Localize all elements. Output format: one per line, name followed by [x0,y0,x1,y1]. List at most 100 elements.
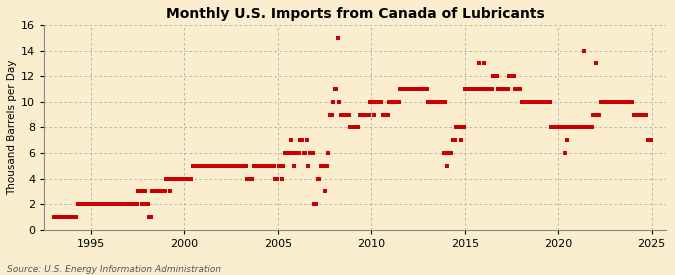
Point [421,87,432,91]
Point [111,202,122,206]
Point [466,87,477,91]
Point [524,100,535,104]
Point [588,112,599,117]
Point [215,164,226,168]
Point [529,100,539,104]
Point [583,125,594,130]
Point [315,164,326,168]
Point [99,202,109,206]
Point [518,100,529,104]
Point [433,100,444,104]
Point [642,138,653,142]
Point [72,202,83,206]
Point [126,202,136,206]
Point [491,74,502,78]
Point [535,100,545,104]
Point [259,164,270,168]
Point [564,125,575,130]
Point [616,100,626,104]
Point [303,164,314,168]
Point [555,125,566,130]
Point [452,125,463,130]
Point [499,87,510,91]
Point [613,100,624,104]
Point [132,202,142,206]
Point [292,151,302,155]
Point [392,100,402,104]
Point [70,215,80,219]
Point [298,151,309,155]
Point [507,74,518,78]
Point [213,164,223,168]
Point [152,189,163,194]
Point [381,112,392,117]
Point [167,176,178,181]
Point [271,176,282,181]
Point [557,125,568,130]
Point [301,138,312,142]
Point [408,87,419,91]
Point [413,87,424,91]
Point [254,164,265,168]
Point [438,151,449,155]
Point [456,138,466,142]
Point [222,164,233,168]
Point [78,202,89,206]
Point [638,112,649,117]
Point [368,112,379,117]
Point [416,87,427,91]
Point [345,125,356,130]
Point [288,151,298,155]
Point [90,202,101,206]
Point [373,100,383,104]
Point [101,202,111,206]
Point [261,164,271,168]
Point [398,87,408,91]
Point [427,100,438,104]
Point [217,164,228,168]
Point [130,202,141,206]
Point [569,125,580,130]
Point [110,202,121,206]
Point [253,164,264,168]
Point [457,125,468,130]
Point [512,87,522,91]
Point [163,176,173,181]
Point [294,151,304,155]
Point [595,100,606,104]
Point [128,202,139,206]
Point [114,202,125,206]
Point [589,112,600,117]
Point [364,112,375,117]
Point [614,100,625,104]
Point [351,125,362,130]
Point [122,202,133,206]
Point [194,164,205,168]
Point [474,61,485,65]
Point [420,87,431,91]
Point [371,100,382,104]
Point [543,100,554,104]
Point [585,125,595,130]
Point [171,176,182,181]
Point [275,164,286,168]
Point [393,100,404,104]
Point [180,176,190,181]
Point [309,202,320,206]
Point [425,100,435,104]
Point [328,100,339,104]
Point [329,87,340,91]
Point [560,151,570,155]
Point [582,125,593,130]
Point [431,100,441,104]
Point [458,125,469,130]
Point [481,87,491,91]
Point [437,100,448,104]
Point [119,202,130,206]
Point [370,100,381,104]
Point [169,176,180,181]
Point [597,100,608,104]
Point [321,164,332,168]
Point [566,125,576,130]
Point [102,202,113,206]
